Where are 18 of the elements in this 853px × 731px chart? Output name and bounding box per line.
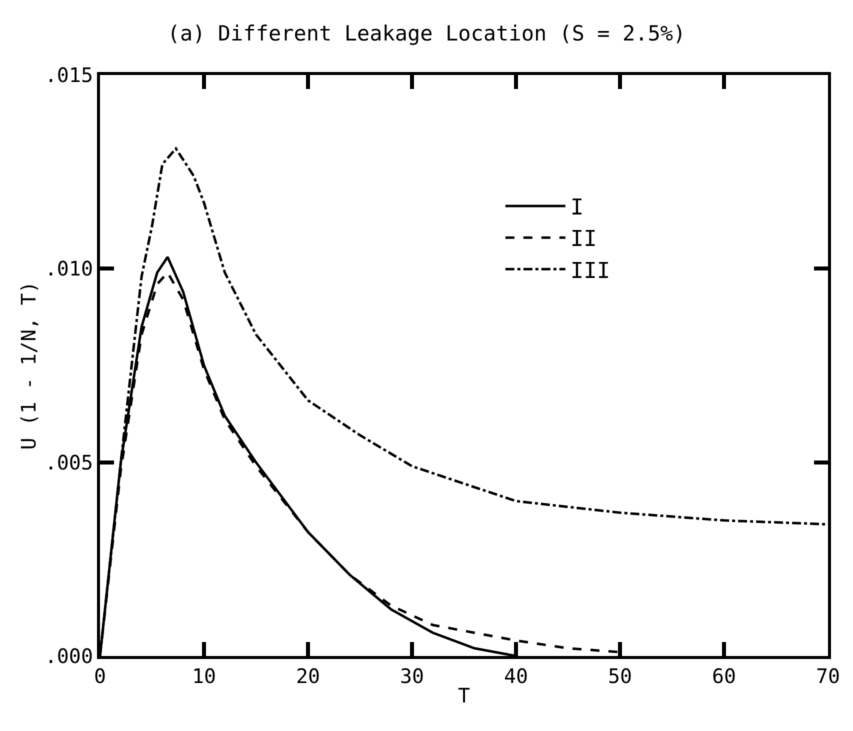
legend-label: III (570, 258, 610, 284)
x-tick-label: 50 (608, 664, 632, 688)
x-tick-label: 40 (504, 664, 528, 688)
x-tick-label: 10 (192, 664, 216, 688)
y-axis-title: U (1 - 1/N, T) (16, 281, 40, 450)
legend-label: I (570, 196, 584, 221)
y-tick-label: .015 (44, 63, 93, 87)
chart-title: (a) Different Leakage Location (S = 2.5%) (167, 21, 686, 46)
x-tick-label: 20 (296, 664, 320, 688)
x-tick-label: 0 (94, 664, 106, 688)
legend-label: II (570, 227, 597, 252)
x-tick-label: 60 (712, 664, 736, 688)
x-tick-label: 70 (816, 664, 840, 688)
x-axis-title: T (458, 684, 470, 708)
y-tick-label: .000 (44, 644, 93, 668)
y-tick-label: .010 (44, 256, 93, 281)
y-tick-label: .005 (44, 450, 93, 474)
x-tick-label: 30 (400, 664, 424, 688)
